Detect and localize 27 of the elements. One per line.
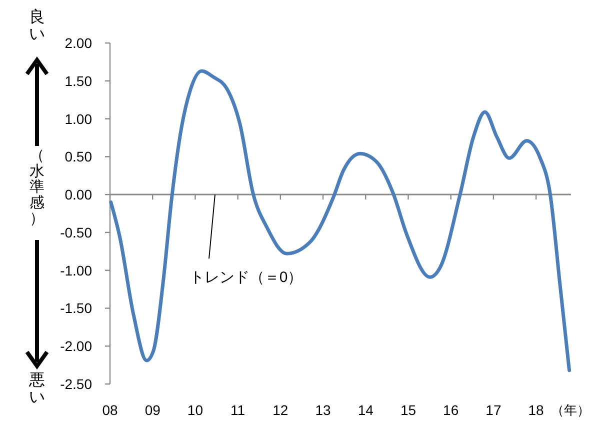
text: 悪い [28, 372, 45, 406]
x-tick-label: 09 [144, 402, 161, 418]
x-tick-label: 11 [230, 402, 246, 418]
y-tick-label: 1.50 [64, 72, 92, 89]
y-tick-label: 0.50 [64, 148, 92, 165]
line-series [109, 69, 572, 372]
x-tick-label: 13 [315, 402, 332, 418]
x-tick-label: 17 [486, 402, 502, 418]
x-tick-label: 12 [272, 402, 288, 418]
y-tick-label: -0.50 [60, 224, 92, 240]
x-axis-title: （年） [551, 402, 590, 418]
y-tick-label: -2.50 [60, 376, 92, 392]
x-tick-label: 14 [358, 402, 374, 418]
x-tick-label: 15 [400, 402, 416, 418]
y-tick-label: 0.00 [64, 186, 92, 203]
y-tick-label: -1.00 [60, 262, 92, 278]
x-tick-label: 08 [102, 402, 118, 418]
x-tick-label: 16 [443, 402, 459, 418]
y-tick-label: -1.50 [60, 300, 92, 316]
y-tick-label: 2.00 [64, 35, 92, 51]
y-tick-label: -2.00 [60, 338, 92, 354]
text: 良い [29, 8, 45, 43]
x-tick-label: 18 [528, 402, 544, 418]
y-tick-label: 1.00 [64, 110, 92, 127]
ref-line-label: トレンド（＝0） [189, 269, 303, 286]
x-tick-label: 10 [187, 402, 204, 418]
y-axis-title: （水準感） [30, 147, 44, 227]
